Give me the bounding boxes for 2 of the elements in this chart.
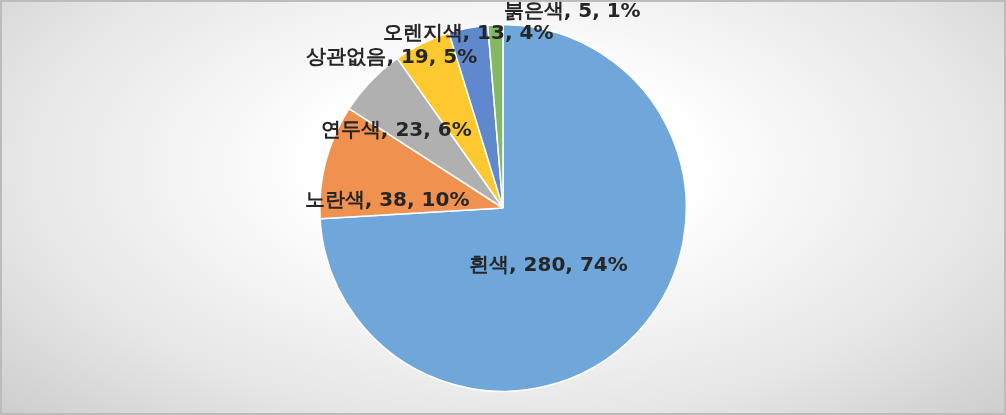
slice-label: 흰색, 280, 74% — [469, 251, 628, 276]
slice-label: 붉은색, 5, 1% — [503, 0, 641, 23]
